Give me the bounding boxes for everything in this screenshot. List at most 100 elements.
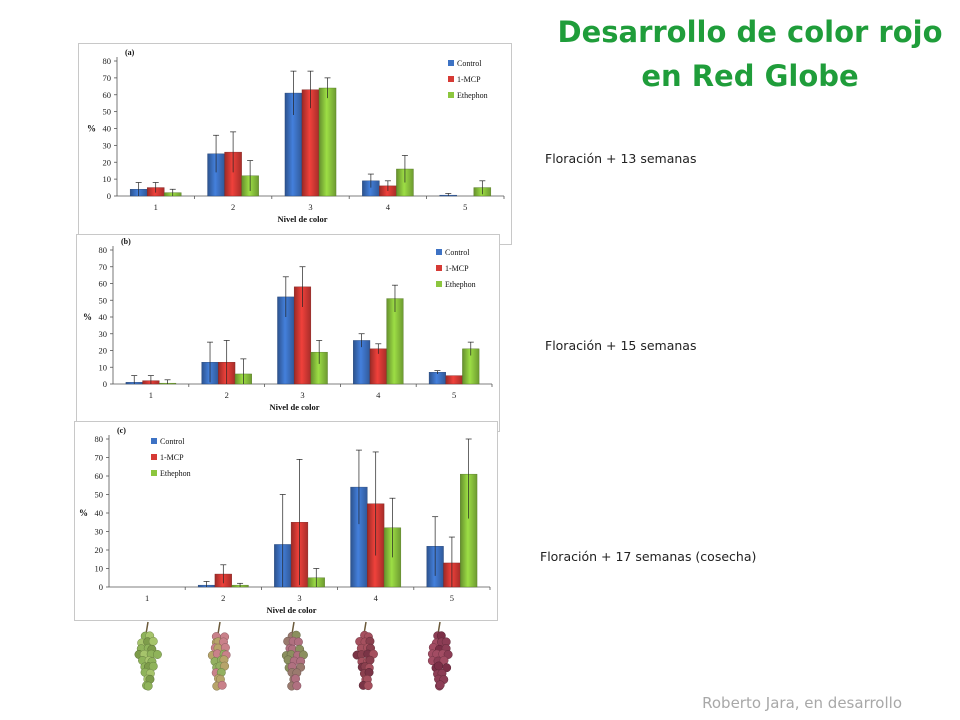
legend-label-control: Control — [457, 59, 482, 68]
y-tick-label: 10 — [103, 174, 112, 184]
x-tick-label: 1 — [154, 202, 158, 212]
y-tick-label: 30 — [103, 140, 112, 150]
legend-swatch-mcp — [448, 76, 454, 82]
y-axis-label: % — [83, 312, 92, 322]
bar-control-5 — [428, 372, 446, 385]
legend-label-ethephon: Ethephon — [457, 91, 488, 100]
legend-swatch-ethephon — [151, 470, 157, 476]
deep-red-grape-cluster-icon — [427, 621, 453, 691]
legend-swatch-mcp — [151, 454, 157, 460]
legend-swatch-mcp — [436, 265, 442, 271]
y-tick-label: 60 — [95, 471, 104, 481]
y-tick-label: 20 — [99, 346, 108, 356]
legend-label-mcp: 1-MCP — [160, 453, 184, 462]
panel-label: (c) — [117, 426, 126, 435]
legend-label-mcp: 1-MCP — [445, 264, 469, 273]
legend-swatch-ethephon — [448, 92, 454, 98]
y-tick-label: 60 — [99, 279, 108, 289]
pinkish-grape-cluster-icon — [281, 621, 308, 691]
legend-swatch-ethephon — [436, 281, 442, 287]
y-tick-label: 0 — [107, 191, 111, 201]
x-tick-label: 4 — [386, 202, 391, 212]
y-tick-label: 20 — [95, 545, 104, 555]
slide-title: Desarrollo de color rojo en Red Globe — [540, 10, 960, 98]
grape-berry — [363, 681, 373, 691]
legend-label-control: Control — [160, 437, 185, 446]
y-tick-label: 50 — [99, 295, 108, 305]
legend-swatch-control — [448, 60, 454, 66]
caption-13-semanas: Floración + 13 semanas — [545, 151, 697, 166]
chart-panel-b: (b) 0 10 20 30 40 50 60 70 80% 1 2 3 4 5 Nivel de color… — [76, 234, 500, 432]
bar-ethephon-3 — [318, 87, 337, 197]
red-grape-cluster-icon — [352, 621, 378, 691]
x-tick-label: 2 — [225, 390, 229, 400]
y-tick-label: 70 — [103, 73, 112, 83]
chart-c: (c) 0 10 20 30 40 50 60 70 80% 1 2 3 4 5 Nivel de color… — [79, 426, 491, 615]
grape-berry — [435, 680, 445, 690]
x-tick-label: 2 — [231, 202, 235, 212]
chart-b: (b) 0 10 20 30 40 50 60 70 80% 1 2 3 4 5 Nivel de color… — [83, 237, 493, 412]
x-tick-label: 5 — [463, 202, 467, 212]
y-axis-label: % — [79, 508, 88, 518]
panel-label: (b) — [121, 237, 131, 246]
x-axis-label: Nivel de color — [277, 214, 327, 224]
grape-berry — [143, 681, 153, 691]
y-tick-label: 30 — [99, 329, 108, 339]
bar-mcp-4 — [369, 348, 387, 385]
chart-panel-a: (a) 0 10 20 30 40 50 60 70 80% 1 2 3 4 5 Nivel de color… — [78, 43, 512, 245]
y-tick-label: 40 — [99, 312, 108, 322]
y-tick-label: 80 — [99, 245, 108, 255]
green-pink-grape-cluster-icon — [207, 621, 231, 691]
x-tick-label: 2 — [221, 593, 225, 603]
y-tick-label: 80 — [95, 434, 104, 444]
y-tick-label: 10 — [95, 564, 104, 574]
y-tick-label: 0 — [103, 379, 107, 389]
legend-swatch-control — [436, 249, 442, 255]
chart-panel-c: (c) 0 10 20 30 40 50 60 70 80% 1 2 3 4 5 Nivel de color… — [74, 421, 498, 621]
caption-15-semanas: Floración + 15 semanas — [545, 338, 697, 353]
panel-label: (a) — [125, 48, 135, 57]
y-tick-label: 50 — [95, 490, 104, 500]
x-axis-label: Nivel de color — [266, 605, 316, 615]
x-tick-label: 3 — [297, 593, 301, 603]
x-tick-label: 5 — [450, 593, 454, 603]
x-tick-label: 4 — [376, 390, 381, 400]
legend-swatch-control — [151, 438, 157, 444]
y-tick-label: 10 — [99, 362, 108, 372]
x-tick-label: 5 — [452, 390, 456, 400]
y-tick-label: 40 — [103, 124, 112, 134]
grape-berry — [292, 681, 302, 691]
x-tick-label: 1 — [145, 593, 149, 603]
y-tick-label: 20 — [103, 157, 112, 167]
caption-17-semanas: Floración + 17 semanas (cosecha) — [540, 549, 757, 564]
legend-label-ethephon: Ethephon — [160, 469, 191, 478]
y-tick-label: 60 — [103, 90, 112, 100]
y-tick-label: 70 — [95, 453, 104, 463]
grape-berry — [293, 637, 303, 647]
y-tick-label: 70 — [99, 262, 108, 272]
x-tick-label: 1 — [149, 390, 153, 400]
title-line-1: Desarrollo de color rojo — [557, 15, 943, 49]
grape-color-scale — [134, 621, 453, 691]
grape-berry — [148, 636, 158, 646]
legend-label-mcp: 1-MCP — [457, 75, 481, 84]
y-tick-label: 50 — [103, 107, 112, 117]
grape-berry — [434, 661, 444, 671]
y-axis-label: % — [87, 124, 96, 134]
x-tick-label: 3 — [308, 202, 312, 212]
chart-a: (a) 0 10 20 30 40 50 60 70 80% 1 2 3 4 5 Nivel de color… — [87, 48, 505, 224]
x-tick-label: 4 — [374, 593, 379, 603]
legend-label-control: Control — [445, 248, 470, 257]
y-tick-label: 0 — [99, 582, 103, 592]
legend-label-ethephon: Ethephon — [445, 280, 476, 289]
grape-berry — [152, 650, 162, 659]
green-grape-cluster-icon — [134, 621, 162, 691]
credit-text: Roberto Jara, en desarrollo — [702, 694, 902, 712]
y-tick-label: 40 — [95, 508, 104, 518]
title-line-2: en Red Globe — [641, 59, 859, 93]
x-tick-label: 3 — [300, 390, 304, 400]
x-axis-label: Nivel de color — [269, 402, 319, 412]
grape-berry — [217, 680, 227, 690]
y-tick-label: 80 — [103, 56, 112, 66]
y-tick-label: 30 — [95, 527, 104, 537]
